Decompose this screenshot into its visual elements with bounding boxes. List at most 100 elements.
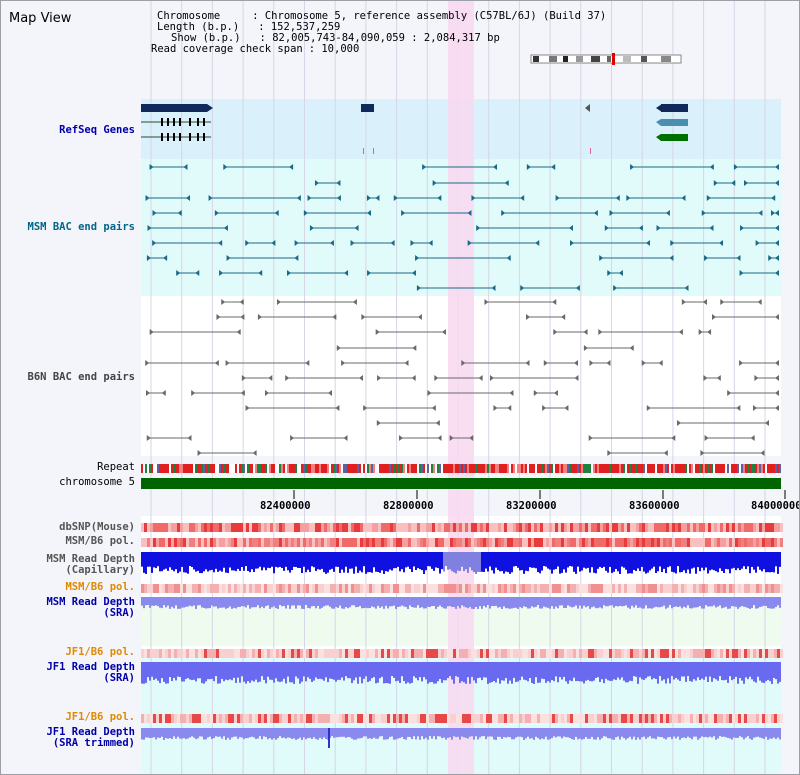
bac-end-marker <box>520 195 525 201</box>
depth-bar <box>673 597 675 607</box>
pol-segment <box>300 714 303 723</box>
repeat-segment <box>543 464 545 473</box>
depth-bar <box>587 552 589 568</box>
pol-segment <box>258 584 261 593</box>
pol-segment <box>678 584 681 593</box>
pol-segment <box>252 649 255 658</box>
pol-segment <box>429 714 432 723</box>
depth-bar <box>369 597 371 609</box>
repeat-segment <box>207 464 209 473</box>
depth-bar <box>169 552 171 568</box>
track-label-b6n-bac[interactable]: B6N BAC end pairs <box>27 371 135 383</box>
depth-bar <box>155 597 157 606</box>
pol-segment <box>516 523 519 532</box>
pol-segment <box>405 538 408 547</box>
pol-segment <box>576 523 579 532</box>
depth-bar <box>383 552 385 574</box>
depth-bar <box>329 552 331 570</box>
pol-segment <box>282 584 285 593</box>
pol-segment <box>729 538 732 547</box>
depth-bar <box>273 552 275 574</box>
depth-bar <box>245 597 247 608</box>
depth-bar <box>629 728 631 737</box>
depth-bar <box>627 552 629 574</box>
pol-segment <box>474 538 477 547</box>
depth-bar <box>323 552 325 573</box>
depth-bar <box>581 728 583 740</box>
depth-bar <box>179 728 181 739</box>
depth-bar <box>251 597 253 608</box>
pol-segment <box>198 523 201 532</box>
pol-segment <box>219 523 222 532</box>
pol-segment <box>222 523 225 532</box>
depth-bar <box>513 728 515 740</box>
pol-segment <box>753 538 756 547</box>
pol-segment <box>594 538 597 547</box>
pol-segment <box>468 714 471 723</box>
depth-bar <box>341 662 343 678</box>
pol-segment <box>348 523 351 532</box>
pol-segment <box>279 714 282 723</box>
depth-bar <box>405 728 407 740</box>
pol-segment <box>468 538 471 547</box>
depth-bar <box>251 662 253 681</box>
pol-segment <box>186 523 189 532</box>
repeat-segment <box>169 464 171 473</box>
depth-bar <box>691 552 693 569</box>
pol-segment <box>651 584 654 593</box>
depth-bar <box>757 552 759 567</box>
ideogram-band <box>641 56 647 62</box>
depth-bar <box>565 597 567 609</box>
pol-segment <box>231 523 234 532</box>
pol-segment <box>600 649 603 658</box>
depth-bar <box>463 597 465 607</box>
depth-bar <box>147 552 149 567</box>
pol-segment <box>291 523 294 532</box>
depth-bar <box>295 597 297 609</box>
depth-bar <box>581 552 583 571</box>
pol-segment <box>561 523 564 532</box>
pol-segment <box>351 714 354 723</box>
pol-segment <box>318 523 321 532</box>
repeat-segment <box>555 464 557 473</box>
pol-segment <box>210 523 213 532</box>
pol-segment <box>567 584 570 593</box>
repeat-segment <box>503 464 505 473</box>
bac-end-marker <box>294 255 299 261</box>
depth-bar <box>161 728 163 737</box>
depth-bar <box>171 597 173 607</box>
pol-segment <box>354 584 357 593</box>
bac-end-marker <box>669 255 674 261</box>
track-label-refseq[interactable]: RefSeq Genes <box>59 124 135 136</box>
pol-segment <box>180 523 183 532</box>
pol-segment <box>348 538 351 547</box>
depth-bar <box>503 728 505 738</box>
depth-bar <box>603 552 605 567</box>
pol-segment <box>156 538 159 547</box>
repeat-segment <box>301 464 303 473</box>
pol-segment <box>501 523 504 532</box>
depth-bar <box>735 662 737 677</box>
pol-segment <box>297 584 300 593</box>
pol-segment <box>291 714 294 723</box>
bac-end-marker <box>564 405 569 411</box>
depth-bar <box>769 728 771 739</box>
depth-bar <box>477 728 479 740</box>
pol-segment <box>690 714 693 723</box>
pol-segment <box>450 714 453 723</box>
depth-bar <box>731 552 733 569</box>
track-label-msm-bac[interactable]: MSM BAC end pairs <box>27 221 135 233</box>
pol-segment <box>354 649 357 658</box>
pol-segment <box>168 538 171 547</box>
pol-segment <box>480 523 483 532</box>
repeat-segment <box>287 464 289 473</box>
pol-segment <box>249 538 252 547</box>
depth-bar <box>311 728 313 739</box>
pol-segment <box>162 584 165 593</box>
depth-bar <box>389 597 391 607</box>
repeat-segment <box>779 464 781 473</box>
depth-bar <box>293 552 295 567</box>
depth-bar <box>417 662 419 681</box>
pol-segment <box>507 538 510 547</box>
